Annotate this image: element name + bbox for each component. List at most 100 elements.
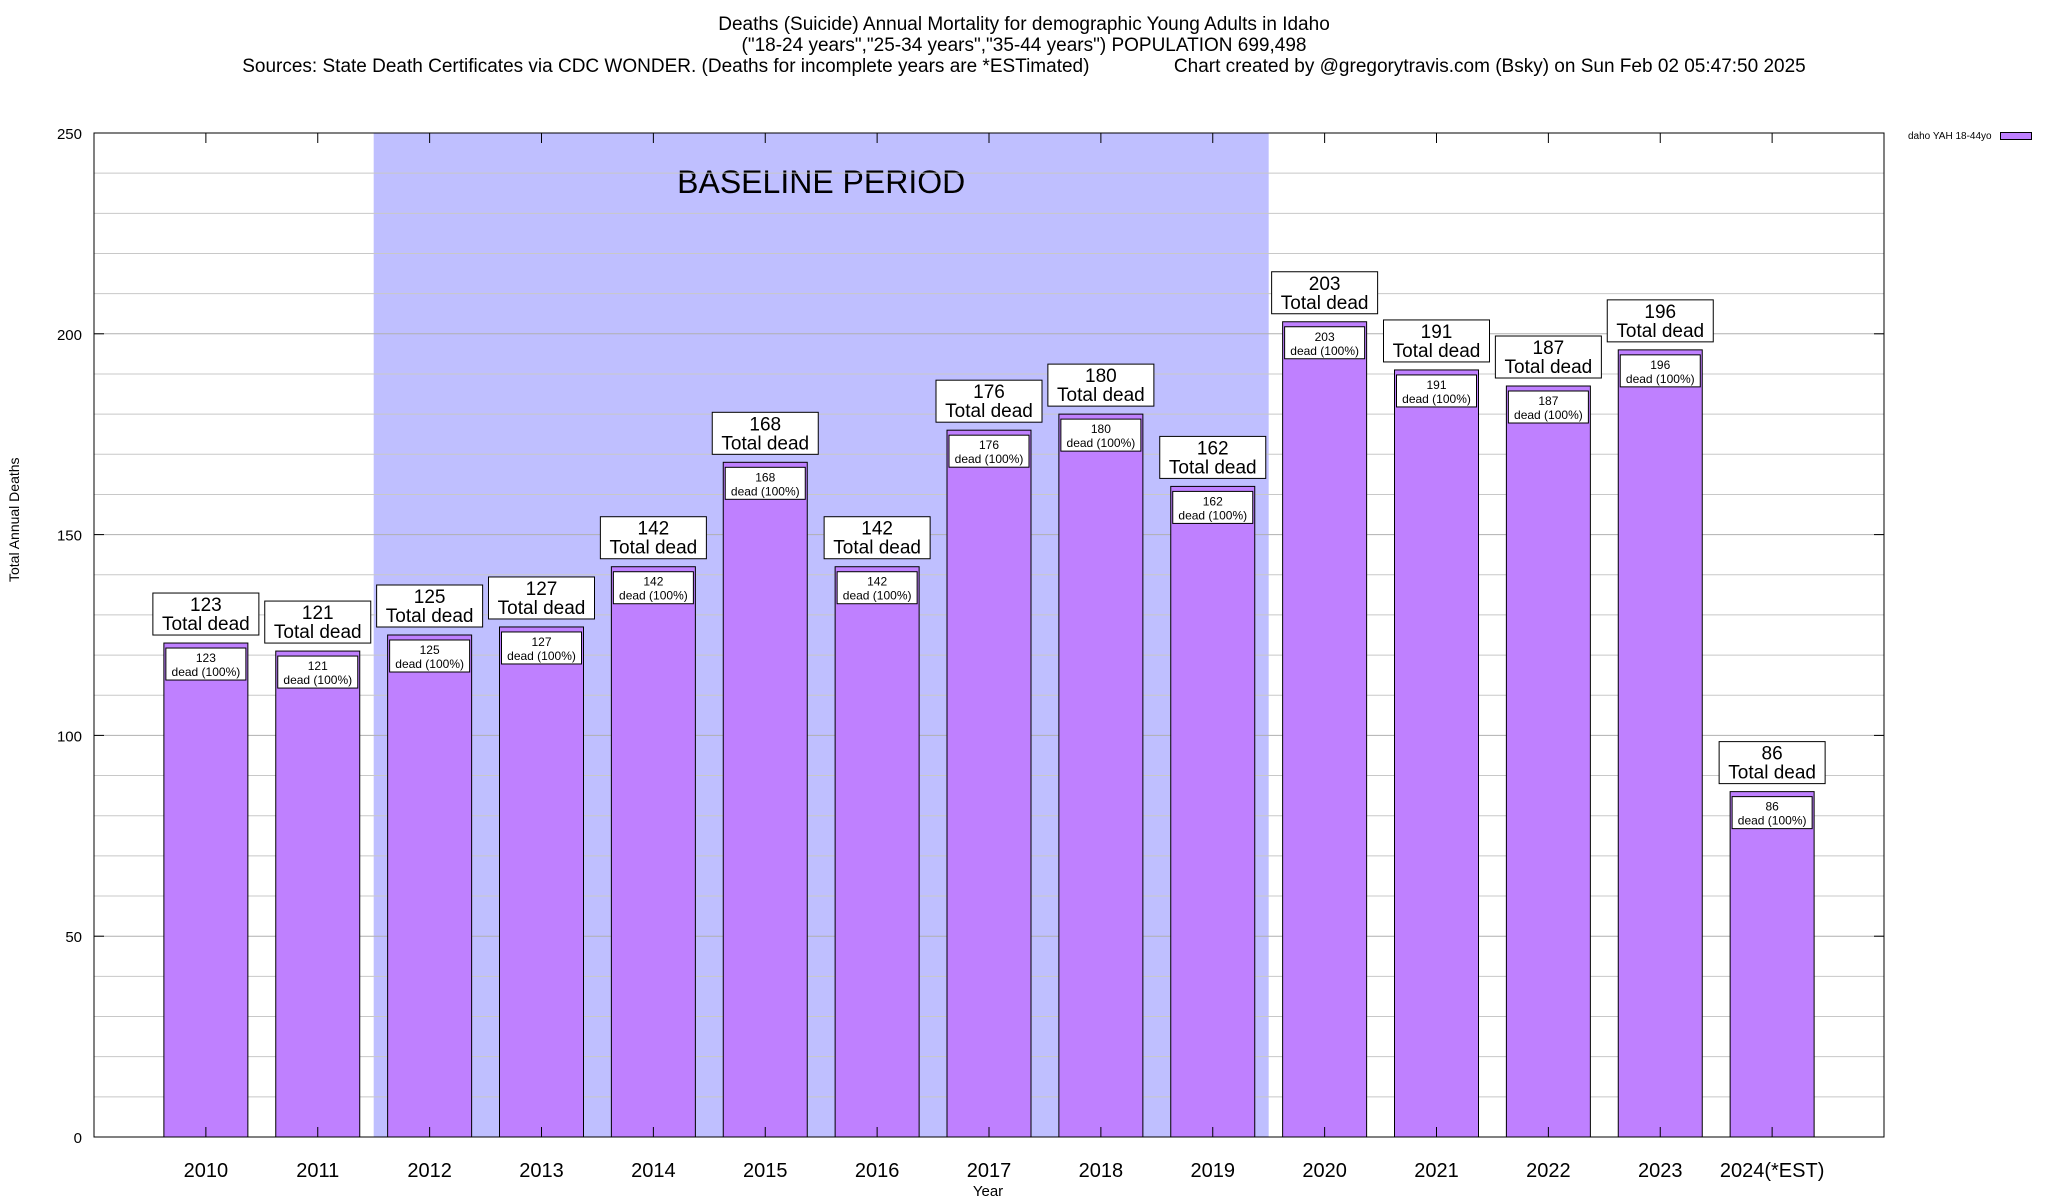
bar-inner-text: dead (100%) [283,673,352,687]
x-tick-label: 2017 [967,1160,1012,1182]
bar-inner-value: 203 [1315,330,1335,344]
x-tick-label: 2021 [1414,1160,1459,1182]
y-tick-label: 150 [57,528,82,545]
bar-value-label: 123 [190,595,222,616]
bar-value-label: 180 [1085,366,1117,387]
plot-border [93,132,1885,1138]
bar-inner-value: 162 [1203,494,1223,508]
bar [946,429,1032,1138]
x-tick-label: 2022 [1526,1160,1571,1182]
bar-top-text: Total dead [162,614,250,635]
bar-top-label-box [1159,435,1267,479]
bar-inner-label-box [1172,490,1254,524]
chart-title-block: Deaths (Suicide) Annual Mortality for de… [0,14,2048,77]
chart-legend: daho YAH 18-44yo [1908,131,2032,142]
bar-top-label-box [1606,299,1714,343]
bar-inner-label-box [165,647,247,681]
bar [1617,349,1703,1138]
bar-top-label-box [488,576,595,620]
bar-value-label: 191 [1421,322,1453,343]
bar-inner-text: dead (100%) [507,649,576,663]
bar-value-label: 86 [1762,744,1783,765]
bar-top-text: Total dead [274,622,362,643]
bar-top-text: Total dead [1505,357,1593,378]
bar [610,566,696,1138]
bar-inner-value: 168 [755,470,775,484]
bar-inner-label-box [501,631,582,665]
bar [275,650,361,1138]
chart-credit: Chart created by @gregorytravis.com (Bsk… [1173,56,1806,77]
x-tick-label: 2019 [1191,1160,1236,1182]
bar-top-text: Total dead [386,606,474,627]
bar-inner-label-box [389,639,471,673]
bar-inner-value: 196 [1650,358,1670,372]
bar-top-label-box [152,592,260,636]
bar-inner-value: 142 [643,575,663,589]
bar-inner-label-box [1507,390,1589,424]
x-tick-label: 2013 [519,1160,564,1182]
bar [499,626,584,1138]
bar-inner-value: 121 [308,659,328,673]
bar-inner-value: 187 [1538,394,1558,408]
x-tick-label: 2011 [296,1160,339,1182]
bar-value-label: 196 [1644,302,1676,323]
x-axis-label: Year [972,1183,1004,1200]
bar-inner-label-box [1396,374,1477,408]
bar-top-text: Total dead [1728,763,1816,784]
bar-inner-text: dead (100%) [1067,436,1136,450]
bar-top-label-box [1271,271,1379,315]
legend-label: daho YAH 18-44yo [1908,131,1992,142]
bar-inner-label-box [612,571,694,605]
chart-source-credit: Sources: State Death Certificates via CD… [0,56,2048,77]
bar [1505,385,1591,1138]
bar-inner-value: 125 [420,643,440,657]
bar [163,642,249,1138]
y-tick-label: 50 [65,929,82,946]
bar-value-label: 125 [414,587,446,608]
x-tick-label: 2012 [407,1160,452,1182]
bar-top-text: Total dead [1169,457,1257,478]
bar-top-label-box [823,516,931,560]
bar-inner-value: 176 [979,438,999,452]
bar [1170,485,1256,1138]
bar [1394,369,1479,1138]
x-tick-label: 2016 [855,1160,900,1182]
bar [1729,791,1815,1138]
bar-top-label-box [1047,363,1155,407]
bar-inner-text: dead (100%) [172,665,241,679]
bar-value-label: 162 [1197,438,1229,459]
bar [1058,413,1144,1138]
bar-top-label-box [1383,319,1490,363]
bar-inner-text: dead (100%) [843,589,912,603]
bar-inner-text: dead (100%) [1626,372,1695,386]
bar-top-text: Total dead [1057,385,1145,406]
bar-top-label-box [711,411,819,455]
bar-inner-label-box [1060,418,1142,452]
bar-top-text: Total dead [945,401,1033,422]
bar-inner-label-box [1619,354,1701,388]
bar-inner-text: dead (100%) [619,589,688,603]
bar-inner-value: 127 [531,635,551,649]
bar-inner-value: 123 [196,651,216,665]
y-tick-label: 200 [57,327,82,344]
bar-inner-value: 86 [1765,800,1779,814]
bar-inner-label-box [1731,796,1813,830]
bar-top-text: Total dead [498,598,586,619]
bar-inner-value: 142 [867,575,887,589]
y-tick-label: 250 [57,126,82,143]
bar [387,634,473,1138]
chart-sources: Sources: State Death Certificates via CD… [242,56,1090,77]
bar-inner-value: 191 [1426,378,1446,392]
bar-inner-label-box [1284,326,1366,360]
bar-inner-text: dead (100%) [1178,508,1247,522]
bar-top-label-box [599,516,707,560]
bar-value-label: 187 [1533,338,1565,359]
bar-top-text: Total dead [833,538,921,559]
bar-inner-text: dead (100%) [1738,814,1807,828]
bar-inner-value: 180 [1091,422,1111,436]
x-tick-label: 2018 [1079,1160,1124,1182]
bar-inner-text: dead (100%) [1514,408,1583,422]
bar-value-label: 142 [861,519,893,540]
bar-inner-label-box [277,655,359,689]
